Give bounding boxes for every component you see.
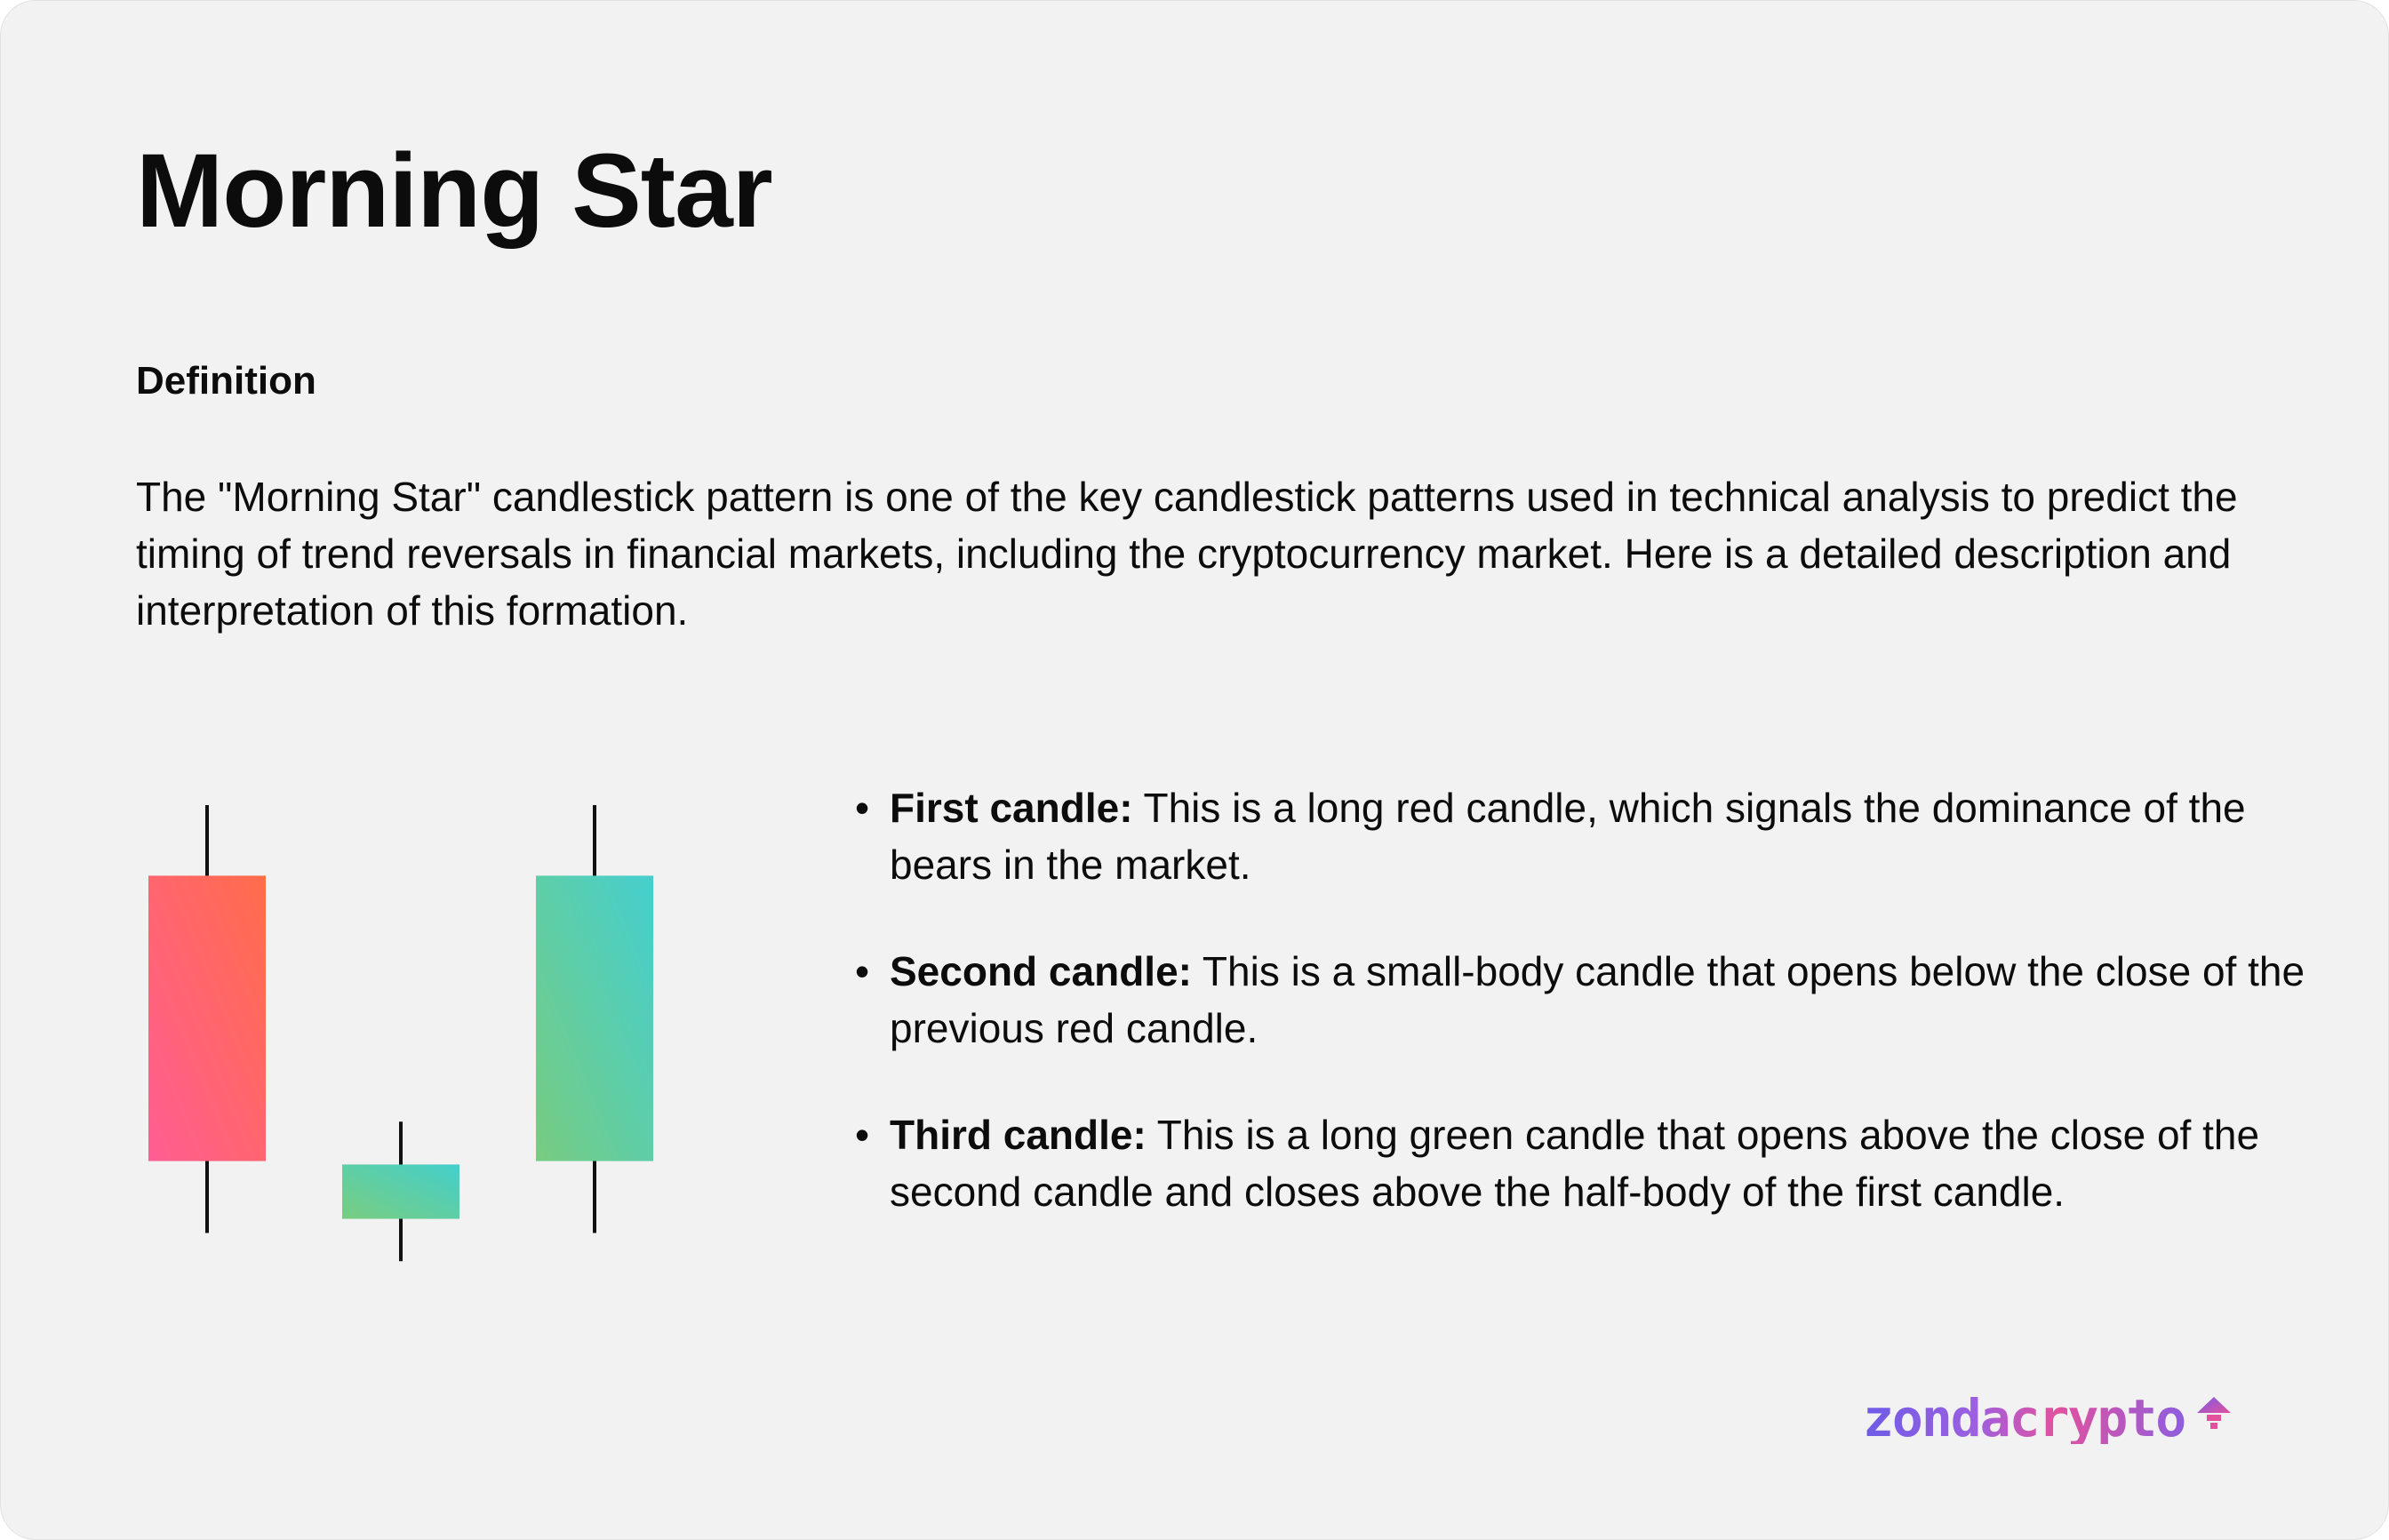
bullet-text: This is a small-body candle that opens b…: [890, 948, 2305, 1051]
morning-star-candles-diagram: [148, 805, 653, 1262]
bullet-title: Third candle:: [890, 1112, 1147, 1158]
candle-1-body-bearish: [148, 875, 266, 1161]
bullet-text: This is a long green candle that opens a…: [890, 1112, 2260, 1215]
lamp-icon: [2197, 1397, 2232, 1429]
bullet-title: Second candle:: [890, 948, 1192, 994]
list-item-second-candle: • Second candle: This is a small-body ca…: [855, 943, 2312, 1057]
list-item-third-candle: • Third candle: This is a long green can…: [855, 1106, 2312, 1220]
bullet-dot: •: [855, 785, 870, 831]
candle-description-list: • First candle: This is a long red candl…: [855, 779, 2312, 1270]
bullet-dot: •: [855, 1112, 870, 1158]
candle-3-body-bullish: [536, 875, 653, 1161]
zondacrypto-logo: zondacrypto: [1863, 1383, 2236, 1454]
list-item-first-candle: • First candle: This is a long red candl…: [855, 779, 2312, 893]
bullet-dot: •: [855, 948, 870, 994]
logo-wordmark: zondacrypto: [1863, 1388, 2186, 1448]
bullet-text: This is a long red candle, which signals…: [890, 785, 2246, 888]
candle-2-body-small: [342, 1164, 459, 1219]
page-title: Morning Star: [136, 132, 773, 250]
bullet-title: First candle:: [890, 785, 1133, 831]
intro-paragraph: The "Morning Star" candlestick pattern i…: [136, 474, 2238, 634]
definition-heading: Definition: [136, 359, 316, 403]
